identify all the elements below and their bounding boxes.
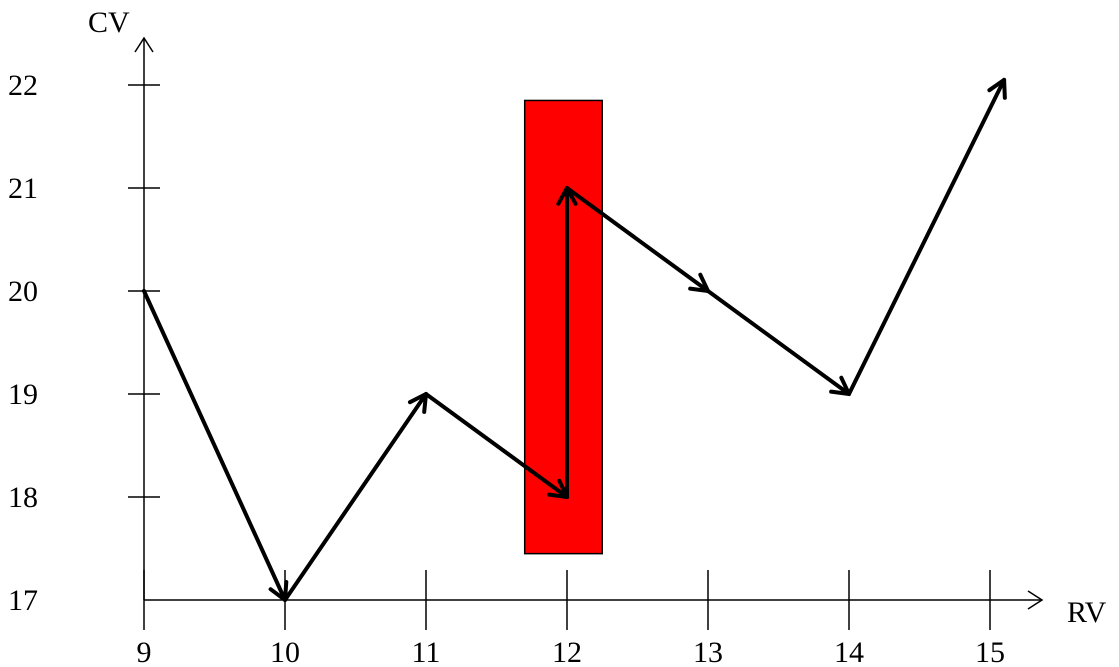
y-tick-label: 17	[8, 584, 38, 617]
path-segment	[847, 77, 1007, 396]
x-tick-label: 14	[834, 636, 864, 667]
path-segment	[142, 289, 287, 602]
x-tick-label: 12	[552, 636, 582, 667]
path-segment	[424, 392, 569, 499]
y-tick-label: 21	[8, 172, 38, 205]
x-tick-label: 9	[137, 636, 152, 667]
y-axis-title: CV	[88, 6, 130, 39]
y-tick-label: 19	[8, 378, 38, 411]
y-tick-label: 20	[8, 275, 38, 308]
x-axis-title: RV	[1067, 596, 1107, 629]
path-segment	[283, 392, 428, 602]
y-tick-label: 22	[8, 69, 38, 102]
x-tick-label: 10	[270, 636, 300, 667]
y-tick-label: 18	[8, 481, 38, 514]
path-segment	[706, 289, 851, 396]
x-tick-label: 15	[975, 636, 1005, 667]
y-axis-arrowhead	[134, 36, 154, 53]
path-segment	[565, 186, 710, 293]
x-tick-label: 11	[412, 636, 441, 667]
arrowhead	[987, 77, 1007, 100]
highlight-rect	[523, 99, 604, 555]
x-axis-arrowhead	[1027, 590, 1044, 610]
x-tick-label: 13	[693, 636, 723, 667]
